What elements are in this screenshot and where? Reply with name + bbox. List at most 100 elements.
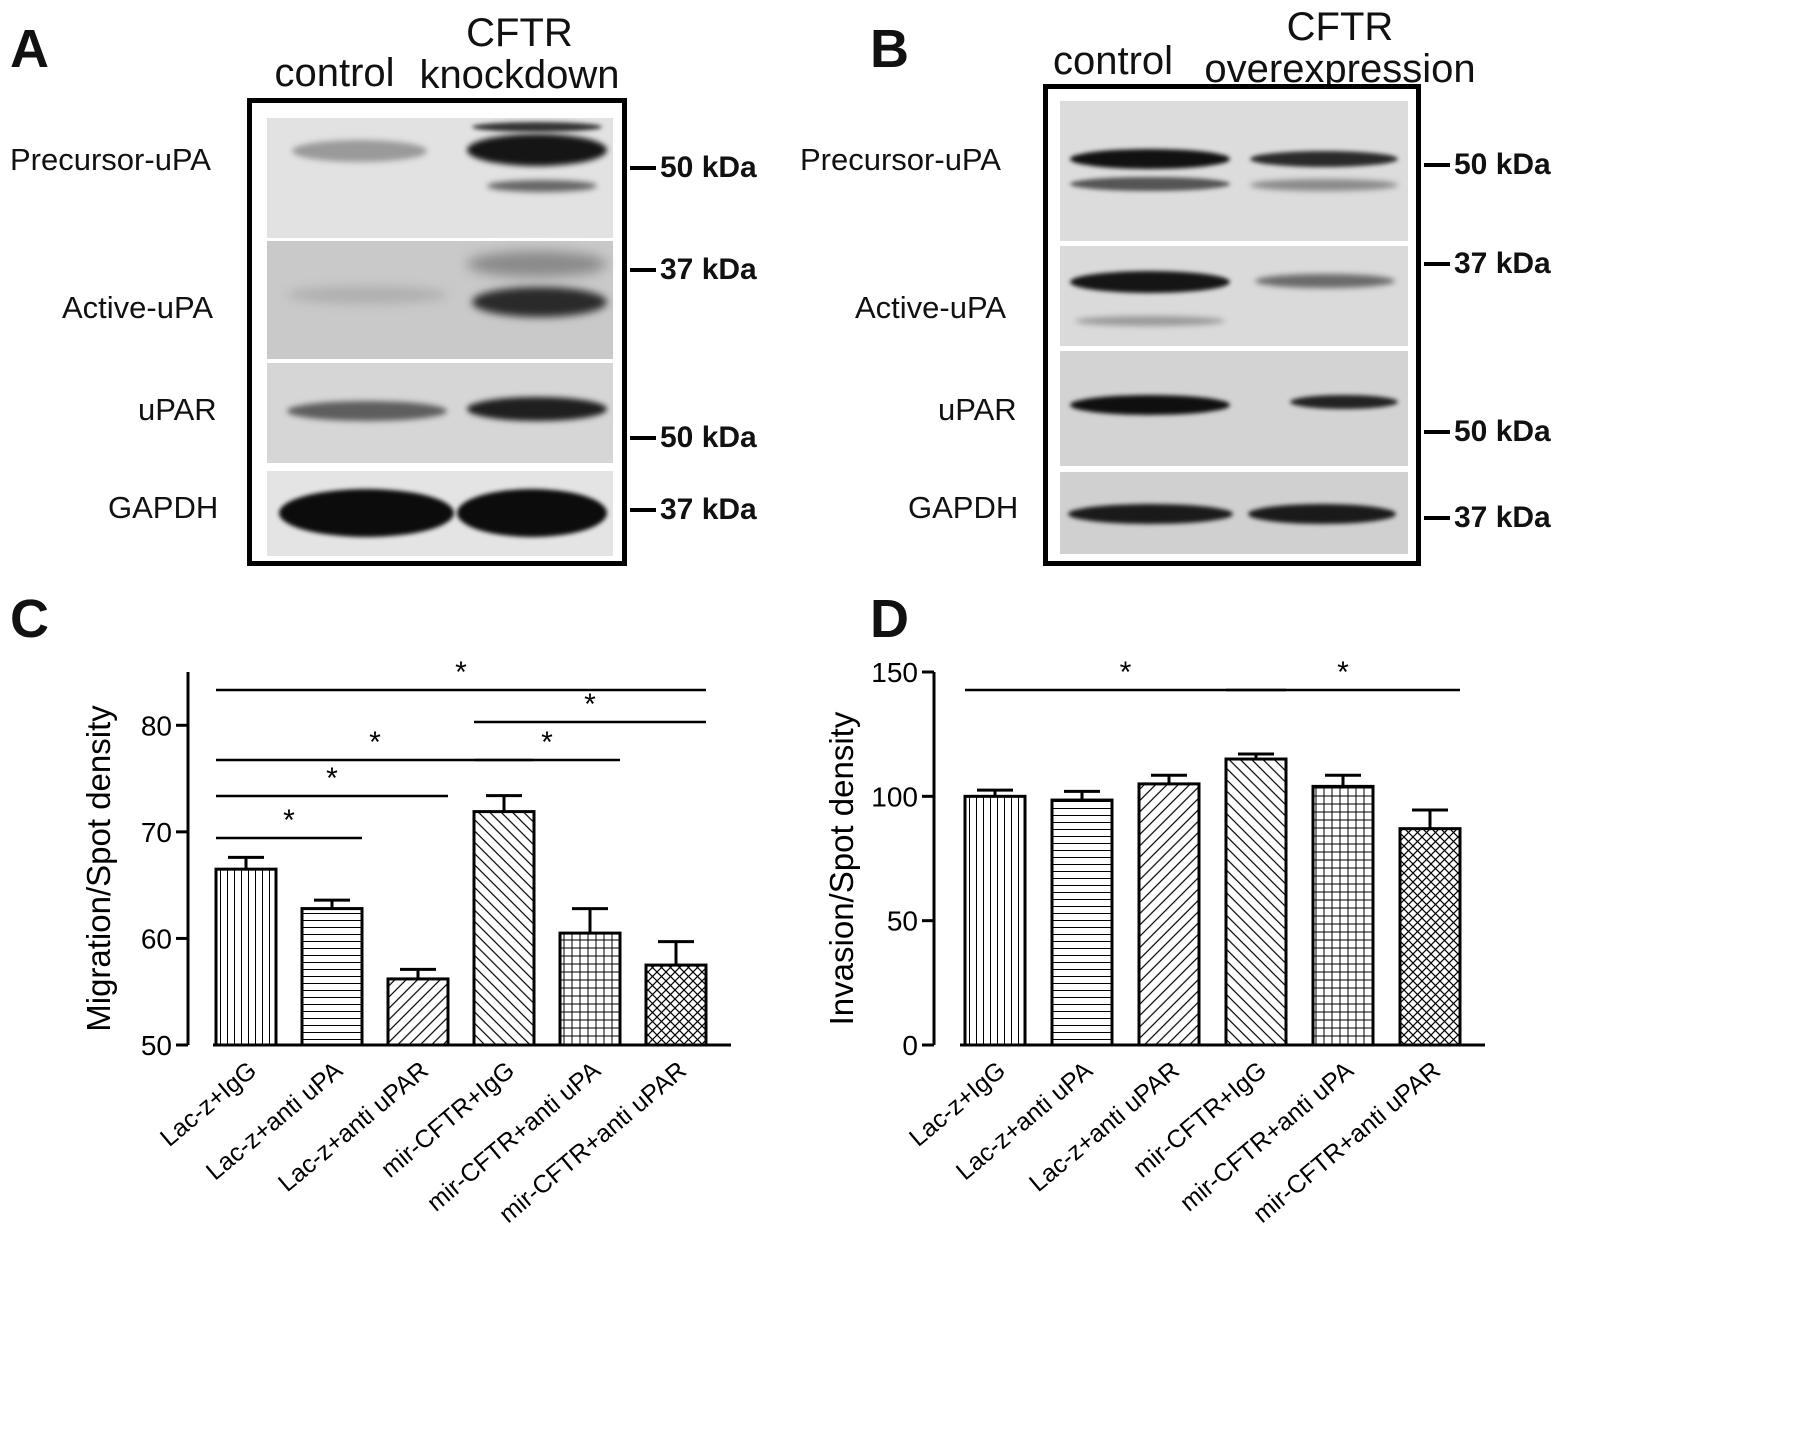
bar <box>1224 757 1288 1047</box>
panel-b-row-gapdh: GAPDH <box>908 490 1019 525</box>
marker-label: 50 kDa <box>660 421 757 454</box>
panel-a-band <box>467 251 607 277</box>
panel-a-col-control-line1: control <box>274 51 395 95</box>
panel-b-band <box>1250 151 1398 167</box>
panel-b-marker: 50 kDa <box>1424 148 1551 182</box>
bar <box>1398 827 1462 1047</box>
panel-b-row-precursor: Precursor-uPA <box>800 142 1001 177</box>
y-axis-label: Invasion/Spot density <box>823 711 860 1025</box>
significance-star: * <box>584 688 596 721</box>
panel-b-marker: 37 kDa <box>1424 501 1551 535</box>
significance-star: * <box>541 726 553 759</box>
panel-a-band <box>287 401 447 421</box>
significance-star: * <box>1120 656 1132 689</box>
significance-star: * <box>326 762 338 795</box>
panel-a-band <box>467 134 607 166</box>
bar <box>386 977 450 1047</box>
marker-label: 50 kDa <box>1454 148 1551 181</box>
panel-b-col-control-line1: control <box>1052 39 1174 83</box>
significance-star: * <box>1337 656 1349 689</box>
y-tick-label: 50 <box>887 906 918 937</box>
panel-a-band <box>457 489 607 537</box>
y-tick-label: 0 <box>902 1030 918 1061</box>
significance-star: * <box>369 726 381 759</box>
bar <box>558 931 622 1047</box>
panel-a-row-upar: uPAR <box>138 392 217 427</box>
panel-a-col-knockdown-line2: knockdown <box>419 53 620 97</box>
bar <box>1050 798 1114 1047</box>
panel-b-band <box>1255 274 1395 288</box>
panel-b-band <box>1068 504 1233 524</box>
panel-b-col-overexpression: CFTR overexpression <box>1190 6 1490 90</box>
bar <box>472 810 536 1047</box>
panel-b-band <box>1070 395 1230 415</box>
panel-a-strip-precursor <box>267 118 613 238</box>
bar <box>1137 782 1201 1047</box>
panel-a-strip-active <box>267 241 613 359</box>
panel-c-letter: C <box>10 589 49 649</box>
panel-a-col-knockdown-line1: CFTR <box>466 11 573 55</box>
significance-star: * <box>283 804 295 837</box>
panel-d-letter: D <box>870 589 909 649</box>
panel-b-strip-gapdh <box>1060 472 1408 554</box>
y-axis-label: Migration/Spot density <box>80 705 117 1032</box>
panel-b-blot <box>1043 84 1421 566</box>
panel-a-col-control: control <box>272 52 397 94</box>
panel-b-strip-active <box>1060 246 1408 346</box>
panel-a-band <box>287 286 447 304</box>
panel-a-blot <box>247 98 627 566</box>
panel-b-band <box>1250 179 1398 191</box>
bar <box>300 907 364 1047</box>
panel-a-band <box>467 397 607 421</box>
panel-a-marker: 37 kDa <box>630 493 757 527</box>
panel-b-marker: 50 kDa <box>1424 415 1551 449</box>
marker-label: 37 kDa <box>660 253 757 286</box>
y-tick-label: 80 <box>141 710 172 741</box>
panel-a-band <box>487 180 597 192</box>
x-tick-label: Lac-z+anti uPAR <box>1024 1056 1185 1197</box>
panel-b-band <box>1075 316 1225 326</box>
bar <box>214 867 278 1047</box>
panel-b-col-control: control <box>1048 40 1178 82</box>
panel-b-band <box>1290 395 1398 409</box>
panel-b-strip-upar <box>1060 351 1408 466</box>
bar <box>963 794 1027 1047</box>
panel-b-col-overexpression-line2: overexpression <box>1204 47 1476 91</box>
panel-a-band <box>472 122 602 132</box>
panel-a-band <box>472 287 607 317</box>
y-tick-label: 70 <box>141 817 172 848</box>
panel-a-row-precursor: Precursor-uPA <box>10 142 211 177</box>
panel-a-letter: A <box>10 19 49 79</box>
marker-label: 37 kDa <box>660 493 757 526</box>
bar <box>1311 784 1375 1047</box>
marker-label: 50 kDa <box>660 151 757 184</box>
panel-a-row-active: Active-uPA <box>62 290 214 325</box>
marker-label: 37 kDa <box>1454 501 1551 534</box>
panel-a-band <box>292 140 427 162</box>
panel-b-row-active: Active-uPA <box>855 290 1007 325</box>
panel-b-band <box>1070 177 1230 191</box>
y-tick-label: 100 <box>871 781 918 812</box>
panel-b-strip-precursor <box>1060 101 1408 241</box>
bar <box>644 963 708 1047</box>
panel-a-strip-gapdh <box>267 471 613 556</box>
panel-b-col-overexpression-line1: CFTR <box>1286 5 1394 49</box>
panel-b-band <box>1070 149 1230 169</box>
panel-b-marker: 37 kDa <box>1424 247 1551 281</box>
panel-a-marker: 50 kDa <box>630 421 757 455</box>
panel-a-marker: 50 kDa <box>630 151 757 185</box>
y-tick-label: 60 <box>141 923 172 954</box>
y-tick-label: 50 <box>141 1030 172 1061</box>
marker-label: 50 kDa <box>1454 415 1551 448</box>
panel-a-strip-upar <box>267 363 613 463</box>
marker-label: 37 kDa <box>1454 247 1551 280</box>
panel-a-row-gapdh: GAPDH <box>108 490 219 525</box>
panel-a-marker: 37 kDa <box>630 253 757 287</box>
panel-b-band <box>1248 504 1396 524</box>
panel-b-band <box>1070 271 1230 293</box>
panel-b-row-upar: uPAR <box>938 392 1017 427</box>
y-tick-label: 150 <box>871 657 918 688</box>
panel-a-col-knockdown: CFTR knockdown <box>412 12 627 96</box>
x-tick-label: Lac-z+anti uPAR <box>273 1056 434 1197</box>
